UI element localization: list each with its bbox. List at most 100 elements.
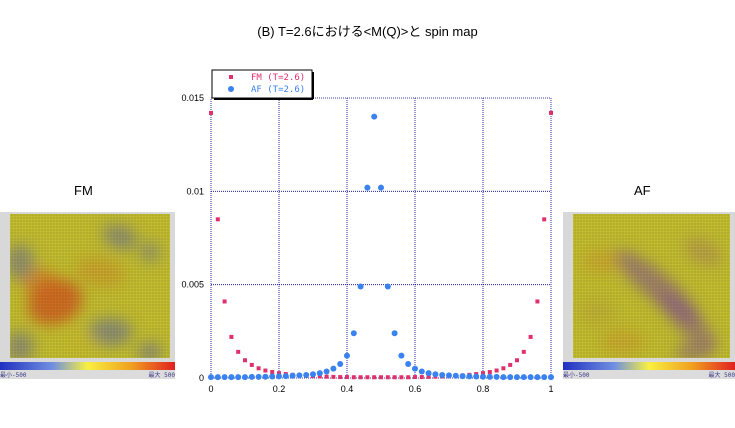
legend-fm-marker (229, 75, 233, 79)
af-point (310, 371, 316, 378)
fm-point (351, 375, 356, 380)
af-point (446, 372, 452, 379)
af-point (323, 368, 330, 375)
fm-point (508, 362, 513, 367)
fm-point (549, 110, 553, 115)
af-point (480, 373, 486, 380)
fm-point (419, 375, 424, 380)
af-colorbar-labels: 最小-500 最大 500 (563, 370, 735, 379)
fm-colorbar-max: 最大 500 (148, 372, 175, 379)
x-tick-label-0: 0 (208, 384, 213, 394)
af-point (425, 370, 432, 377)
fm-map-label: FM (74, 183, 93, 198)
fm-point (324, 374, 329, 379)
af-point (398, 352, 405, 359)
y-tick-label-1: 0.005 (181, 280, 204, 290)
af-point (248, 373, 255, 380)
fm-point (399, 375, 404, 380)
af-point (235, 374, 242, 381)
af-point (255, 373, 262, 380)
fm-point (338, 375, 343, 380)
af-point (473, 373, 480, 380)
fm-colorbar (0, 362, 175, 370)
fm-colorbar-min: 最小-500 (0, 372, 27, 379)
fm-point (365, 375, 370, 380)
fm-point (515, 358, 519, 363)
af-point (282, 373, 289, 380)
af-point (405, 361, 412, 367)
fm-point (249, 362, 254, 367)
fm-point (222, 299, 227, 304)
fm-point (331, 374, 336, 379)
fm-point (413, 375, 417, 380)
fm-point (385, 375, 390, 380)
fm-point (358, 375, 363, 380)
fm-point (317, 374, 322, 379)
af-point (527, 374, 534, 381)
legend-fm-label: FM (T=2.6) (251, 73, 305, 83)
y-tick-label-0: 0 (199, 373, 204, 383)
fm-colorbar-labels: 最小-500 最大 500 (0, 370, 175, 379)
fm-point (243, 358, 247, 363)
x-tick-label-3: 0.6 (409, 384, 422, 394)
af-point (228, 374, 235, 381)
fm-point (215, 217, 220, 222)
y-tick-label-2: 0.01 (186, 186, 204, 196)
af-map-label: AF (634, 183, 651, 198)
af-point (316, 370, 323, 377)
af-point (221, 374, 228, 381)
fm-point (256, 366, 261, 371)
y-tick-label-3: 0.015 (181, 93, 204, 103)
af-point (534, 374, 541, 381)
af-point (269, 373, 276, 380)
af-point (242, 374, 248, 381)
af-point (452, 372, 459, 379)
fm-point (481, 371, 485, 376)
fm-point (535, 299, 540, 304)
af-point (364, 184, 371, 191)
fm-point (372, 375, 377, 380)
af-colorbar-min: 最小-500 (563, 372, 590, 379)
x-tick-label-4: 0.8 (477, 384, 490, 394)
af-point (214, 374, 221, 381)
af-point (412, 365, 418, 372)
af-point (514, 374, 520, 381)
af-point (303, 372, 310, 379)
fm-point (528, 334, 533, 339)
fm-point (426, 374, 431, 379)
fm-point (521, 349, 526, 354)
x-tick-label-2: 0.4 (341, 384, 354, 394)
af-point (357, 283, 364, 290)
af-point (344, 352, 350, 359)
fm-point (270, 370, 275, 375)
af-point (493, 373, 500, 380)
af-point (432, 371, 439, 378)
af-point (296, 372, 303, 379)
af-point (486, 373, 493, 380)
af-point (378, 184, 384, 191)
af-point (520, 374, 527, 381)
af-point (459, 373, 466, 380)
fm-point (229, 334, 234, 339)
fm-point (494, 368, 499, 373)
af-point (541, 374, 548, 381)
af-point (500, 374, 507, 381)
af-point (507, 374, 514, 381)
af-point (548, 374, 554, 381)
af-point (208, 374, 214, 381)
fm-point (209, 110, 213, 115)
af-point (466, 373, 473, 380)
fm-point (345, 375, 349, 380)
af-point (350, 330, 357, 337)
plot-area (211, 98, 551, 378)
af-point (262, 373, 269, 380)
af-colorbar (563, 362, 735, 370)
af-point (371, 113, 378, 120)
fm-point (487, 370, 492, 375)
fm-point (263, 368, 268, 373)
fm-point (406, 375, 411, 380)
af-point (439, 372, 446, 379)
legend-af-marker (228, 86, 234, 92)
fm-point (542, 217, 547, 222)
